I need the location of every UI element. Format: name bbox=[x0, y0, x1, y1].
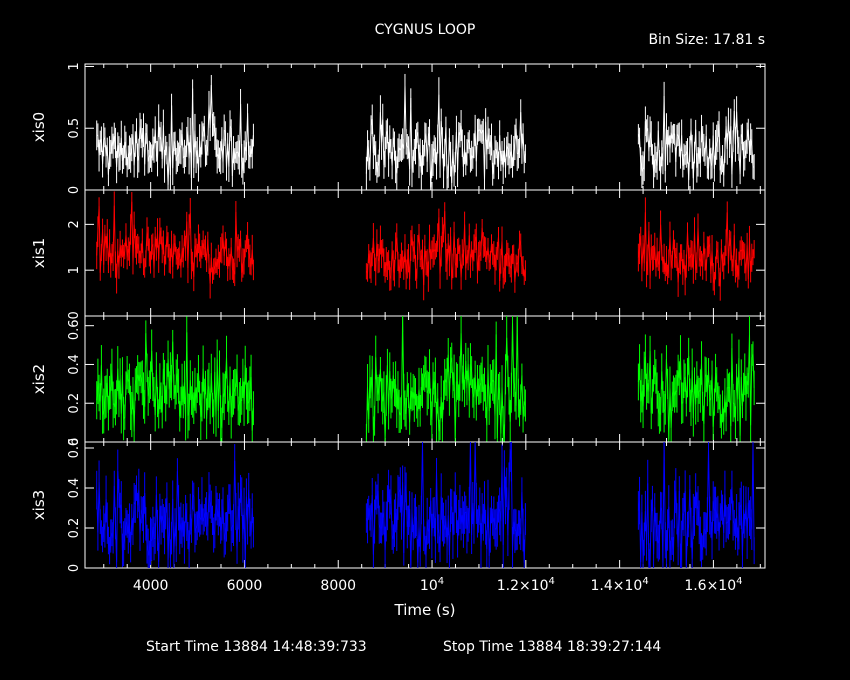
series-line-xis1 bbox=[96, 201, 254, 284]
x-tick-label: 4000 bbox=[133, 578, 169, 594]
y-axis-label-xis0: xis0 bbox=[30, 112, 48, 142]
y-tick-label: 0.60 bbox=[67, 311, 82, 340]
start-time-label: Start Time 13884 14:48:39:733 bbox=[146, 639, 367, 655]
series-line-xis2 bbox=[96, 332, 254, 432]
y-tick-label: 0.2 bbox=[67, 518, 82, 539]
x-axis-label: Time (s) bbox=[394, 601, 456, 619]
x-tick-label: 104 bbox=[420, 576, 444, 594]
y-tick-label: 1 bbox=[67, 62, 82, 70]
chart-title: CYGNUS LOOP bbox=[375, 22, 476, 38]
series-line-xis3 bbox=[96, 460, 254, 566]
panel-xis1: 1 2 xis1 bbox=[30, 189, 766, 317]
stop-time-label: Stop Time 13884 18:39:27:144 bbox=[443, 639, 661, 655]
x-tick-label: 1.2×104 bbox=[497, 576, 555, 594]
panel-xis0: 0 0.5 1 xis0 bbox=[30, 62, 766, 194]
y-tick-label: 0 bbox=[67, 438, 82, 446]
y-tick-label: 0.2 bbox=[67, 393, 82, 414]
x-tick-label: 8000 bbox=[320, 578, 356, 594]
series-line-xis0 bbox=[96, 84, 254, 185]
y-axis-label-xis2: xis2 bbox=[30, 364, 48, 394]
x-tick-label: 1.6×104 bbox=[684, 576, 742, 594]
y-tick-label: 0.5 bbox=[67, 118, 82, 139]
series-line-xis1 bbox=[365, 211, 526, 286]
y-tick-label: 0.6 bbox=[67, 438, 82, 459]
panel-frame bbox=[84, 441, 766, 569]
y-axis-label-xis3: xis3 bbox=[30, 490, 48, 520]
series-line-xis3 bbox=[637, 443, 755, 566]
y-axis-label-xis1: xis1 bbox=[30, 238, 48, 268]
y-tick-label: 0 bbox=[67, 564, 82, 572]
bin-size-label: Bin Size: 17.81 s bbox=[648, 32, 765, 48]
panels: 0 0.5 1 xis0 1 2 xis1 0 0.2 0.4 0.60 xis2 0 0.2 0.4 0.6… bbox=[30, 62, 766, 594]
y-tick-label: 0.4 bbox=[67, 478, 82, 499]
y-tick-label: 1 bbox=[67, 266, 82, 274]
y-tick-label: 0.4 bbox=[67, 354, 82, 375]
panel-xis3: 0 0.2 0.4 0.6 xis3 bbox=[30, 438, 766, 572]
y-tick-label: 2 bbox=[67, 220, 82, 228]
series-line-xis2 bbox=[637, 334, 755, 440]
y-tick-label: 0 bbox=[67, 186, 82, 194]
series-line-xis1 bbox=[637, 212, 755, 287]
x-tick-label: 6000 bbox=[227, 578, 263, 594]
series-line-xis3 bbox=[365, 443, 526, 566]
series-line-xis0 bbox=[637, 95, 755, 181]
panel-xis2: 0 0.2 0.4 0.60 xis2 bbox=[30, 311, 766, 446]
series-line-xis0 bbox=[365, 85, 526, 188]
series-line-xis2 bbox=[365, 317, 526, 440]
x-tick-label: 1.4×104 bbox=[591, 576, 649, 594]
